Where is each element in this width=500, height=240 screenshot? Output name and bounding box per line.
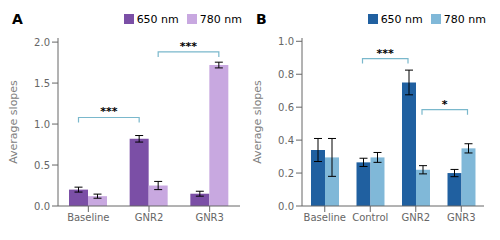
svg-text:0.8: 0.8	[278, 69, 294, 80]
svg-text:***: ***	[377, 47, 395, 60]
svg-text:Average slopes: Average slopes	[8, 80, 20, 164]
html-text:B: B	[256, 11, 267, 27]
svg-text:GNR3: GNR3	[195, 212, 224, 223]
svg-text:***: ***	[180, 40, 198, 53]
svg-text:GNR2: GNR2	[401, 212, 430, 223]
html-text:780 nm: 780 nm	[199, 12, 242, 26]
svg-text:*: *	[442, 98, 448, 111]
svg-text:2.0: 2.0	[34, 37, 50, 48]
svg-text:GNR3: GNR3	[447, 212, 476, 223]
svg-text:Average slopes: Average slopes	[252, 80, 264, 164]
svg-text:Control: Control	[352, 212, 388, 223]
svg-text:0.6: 0.6	[278, 102, 294, 113]
svg-text:Baseline: Baseline	[304, 212, 346, 223]
svg-text:0.4: 0.4	[278, 135, 294, 146]
svg-text:1.5: 1.5	[34, 78, 50, 89]
svg-text:Baseline: Baseline	[67, 212, 109, 223]
svg-text:0.0: 0.0	[34, 201, 50, 212]
svg-text:0.0: 0.0	[278, 201, 294, 212]
svg-text:1.0: 1.0	[34, 119, 50, 130]
html-text:650 nm: 650 nm	[136, 12, 179, 26]
svg-text:1.0: 1.0	[278, 36, 294, 47]
svg-text:0.5: 0.5	[34, 160, 50, 171]
svg-text:0.2: 0.2	[278, 168, 294, 179]
svg-text:***: ***	[100, 105, 118, 118]
html-text:A: A	[12, 11, 23, 27]
html-text:650 nm: 650 nm	[380, 12, 423, 26]
html-text:780 nm: 780 nm	[443, 12, 486, 26]
svg-text:GNR2: GNR2	[135, 212, 164, 223]
